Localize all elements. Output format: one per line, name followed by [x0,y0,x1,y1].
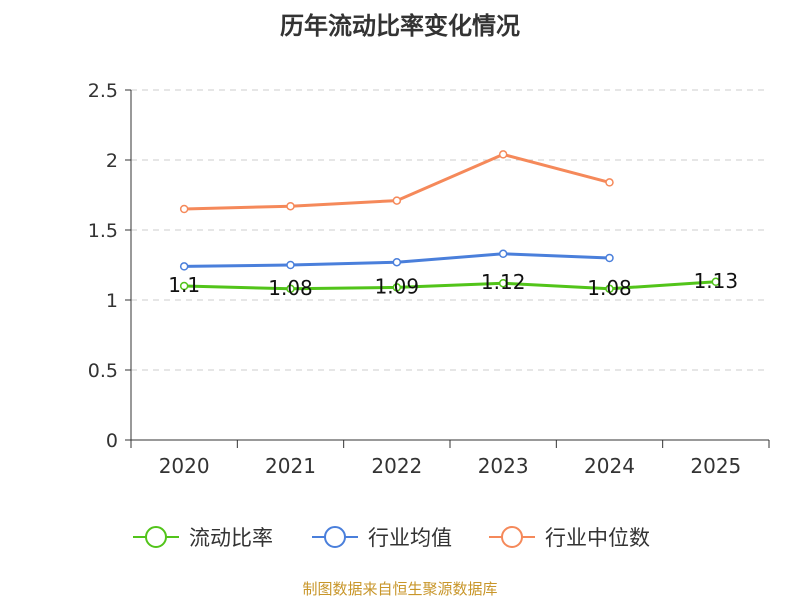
data-point [605,178,614,187]
x-tick-label: 2022 [371,454,422,478]
data-point [392,196,402,205]
y-tick-label: 0 [106,430,118,452]
legend-item: 行业均值 [312,526,452,550]
data-label: 1.1 [168,273,200,297]
data-point [286,201,295,211]
y-tick-label: 1.5 [88,220,118,242]
y-tick-labels: 0 0.5 1 1.5 2 2.5 [88,80,118,452]
data-point [392,257,402,267]
grid-lines [131,89,769,371]
legend: 流动比率 行业均值 行业中位数 [133,526,650,550]
data-point [286,260,295,270]
x-tick-label: 2021 [265,454,316,478]
legend-item: 行业中位数 [489,526,650,550]
x-tick-label: 2025 [690,454,741,478]
y-tick-label: 2 [106,150,118,172]
chart-title: 历年流动比率变化情况 [280,12,520,40]
data-point [179,204,189,214]
data-point [605,284,614,294]
data-point [605,253,614,263]
data-point [179,281,189,291]
data-point [286,284,295,294]
axes [125,89,770,448]
x-tick-label: 2020 [159,454,210,478]
data-point [392,283,402,292]
data-point [179,262,189,271]
legend-label: 行业中位数 [545,526,650,550]
data-label: 1.08 [268,276,313,300]
series-line-0 [184,280,716,291]
legend-marker [501,526,523,548]
data-label: 1.13 [694,269,739,293]
data-point [711,277,721,287]
series-lines [179,150,721,294]
x-tick-label: 2024 [584,454,635,478]
data-label: 1.09 [375,274,420,298]
data-labels: 1.1 1.08 1.09 1.12 1.08 1.13 [168,269,738,300]
y-tick-label: 0.5 [88,360,118,382]
x-tick-label: 2023 [478,454,529,478]
legend-item: 流动比率 [133,526,273,550]
data-point [498,278,508,288]
legend-label: 流动比率 [189,526,273,550]
y-tick-label: 1 [106,290,118,312]
data-point [498,150,508,159]
legend-marker [145,526,167,548]
legend-label: 行业均值 [368,526,452,550]
data-label: 1.08 [587,276,632,300]
data-label: 1.12 [481,270,526,294]
legend-marker [324,526,346,548]
data-point [498,249,508,259]
source-note: 制图数据来自恒生聚源数据库 [302,580,498,598]
x-tick-labels: 2020 2021 2022 2023 2024 2025 [159,454,742,478]
y-tick-label: 2.5 [88,80,118,102]
